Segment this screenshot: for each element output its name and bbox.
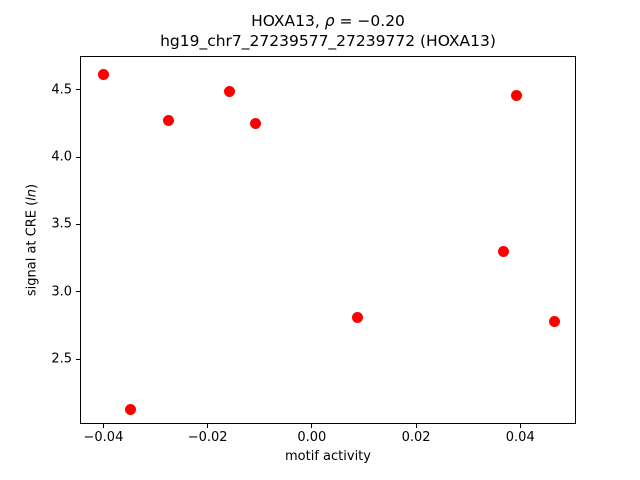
- x-tick-mark: [311, 424, 313, 428]
- x-tick-mark: [415, 424, 417, 428]
- y-tick-mark: [76, 156, 80, 158]
- data-point: [498, 245, 510, 257]
- data-point: [125, 403, 137, 415]
- plot-area: −0.04 −0.02 0.00 0.02 0.04 2.5 3.0 3.5 4.0 4.5: [51, 56, 576, 445]
- data-point: [352, 312, 364, 323]
- data-point: [224, 85, 236, 97]
- y-axis-label-prefix: signal at CRE (: [24, 200, 40, 297]
- y-tick-label: 4.0: [51, 149, 72, 165]
- x-tick-label: 0.04: [505, 430, 535, 445]
- x-tick-label: −0.02: [187, 430, 228, 445]
- rho-symbol: ρ: [324, 12, 335, 30]
- y-tick-mark: [76, 89, 80, 91]
- x-tick-label: 0.02: [401, 430, 431, 445]
- data-point: [510, 89, 522, 101]
- y-tick-mark: [76, 358, 80, 360]
- y-tick-label: 4.5: [51, 82, 72, 98]
- x-tick-mark: [207, 424, 209, 428]
- data-point: [97, 69, 109, 81]
- x-axis-label: motif activity: [285, 449, 371, 464]
- title-prefix: HOXA13,: [251, 12, 325, 30]
- x-tick-label: −0.04: [83, 430, 124, 445]
- chart-title: HOXA13, ρ = −0.20 hg19_chr7_27239577_272…: [80, 11, 576, 51]
- y-axis-label-ln: ln: [24, 188, 40, 201]
- y-tick-label: 3.0: [51, 284, 72, 300]
- x-tick-mark: [519, 424, 521, 428]
- data-point: [548, 316, 560, 328]
- y-tick-label: 2.5: [51, 351, 72, 367]
- x-tick-label: 0.00: [297, 430, 327, 445]
- y-axis-label: signal at CRE (ln): [25, 184, 40, 296]
- x-tick-mark: [102, 424, 104, 428]
- chart-title-line1: HOXA13, ρ = −0.20: [80, 11, 576, 31]
- y-tick-label: 3.5: [51, 216, 72, 232]
- plot-frame: [80, 56, 576, 424]
- y-tick-mark: [76, 291, 80, 293]
- y-axis-label-suffix: ): [24, 183, 40, 189]
- y-tick-mark: [76, 223, 80, 225]
- data-point: [250, 117, 262, 129]
- data-point: [163, 115, 175, 127]
- title-correlation-value: = −0.20: [334, 12, 405, 30]
- chart-subtitle: hg19_chr7_27239577_27239772 (HOXA13): [160, 32, 496, 50]
